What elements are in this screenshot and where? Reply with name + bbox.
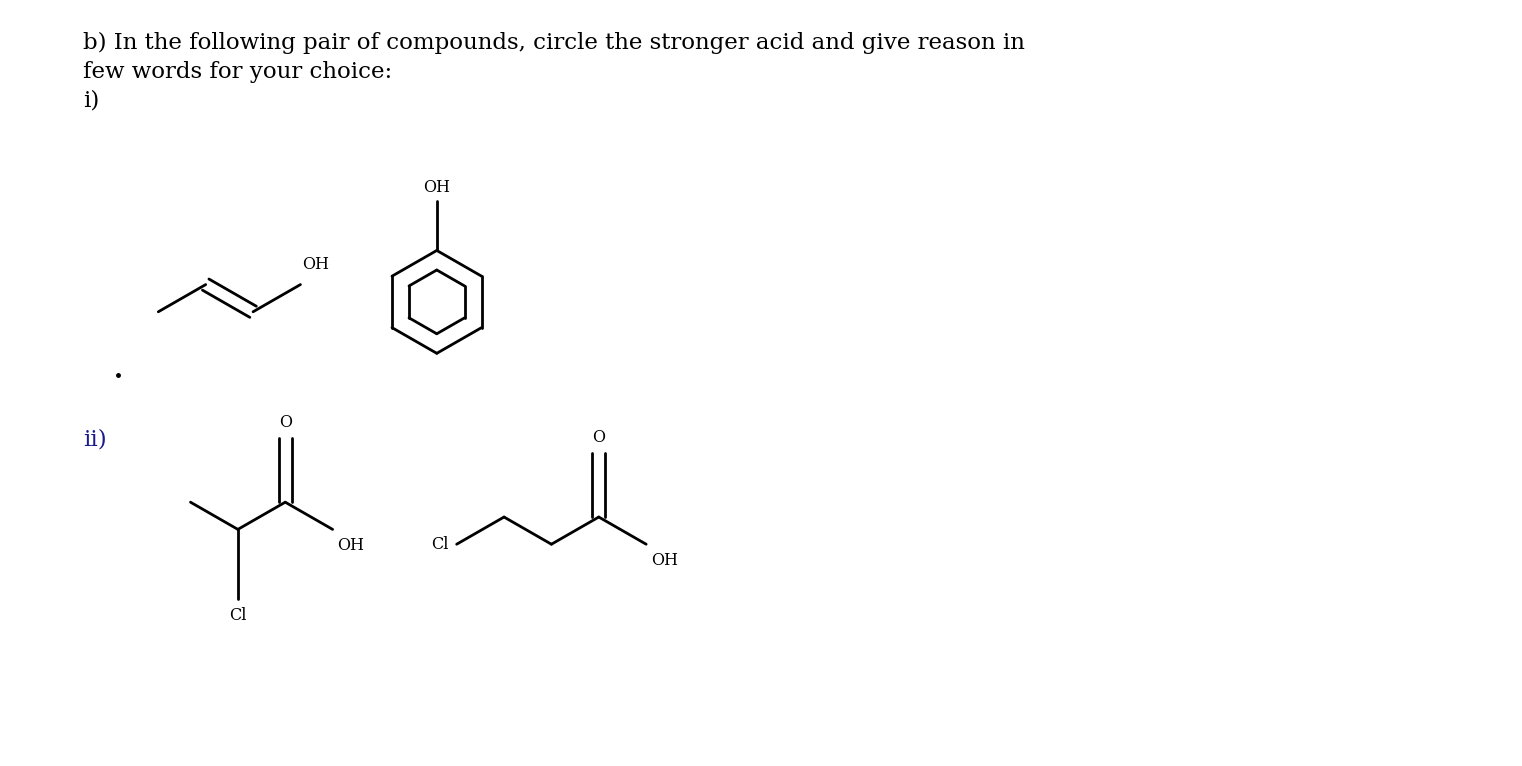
Text: Cl: Cl: [230, 607, 247, 624]
Text: b) In the following pair of compounds, circle the stronger acid and give reason : b) In the following pair of compounds, c…: [82, 32, 1024, 112]
Text: ii): ii): [82, 428, 107, 450]
Text: O: O: [279, 414, 292, 431]
Text: O: O: [592, 429, 606, 446]
Text: OH: OH: [423, 179, 451, 196]
Text: OH: OH: [651, 552, 679, 569]
Text: OH: OH: [303, 256, 329, 273]
Text: OH: OH: [338, 537, 365, 555]
Text: Cl: Cl: [431, 535, 449, 553]
